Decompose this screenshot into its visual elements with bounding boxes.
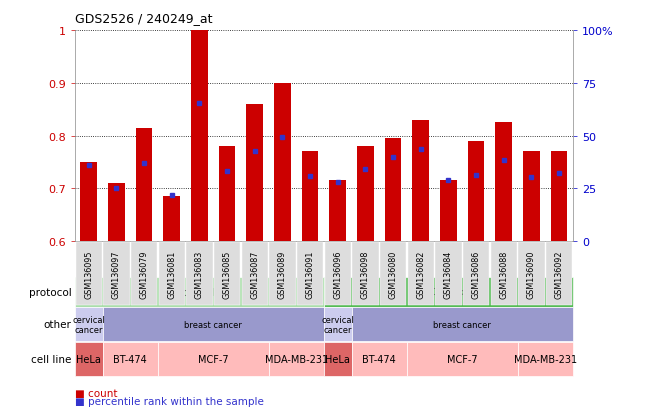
- Text: ■ percentile rank within the sample: ■ percentile rank within the sample: [75, 396, 264, 406]
- Text: cell line: cell line: [31, 354, 72, 364]
- Text: MDA-MB-231: MDA-MB-231: [265, 354, 327, 364]
- Bar: [551, 152, 567, 242]
- Bar: [219, 147, 235, 242]
- Bar: [274, 83, 290, 242]
- Text: GSM136090: GSM136090: [527, 250, 536, 298]
- Text: GSM136080: GSM136080: [389, 250, 398, 298]
- Text: GSM136089: GSM136089: [278, 250, 287, 298]
- Text: GSM136087: GSM136087: [250, 250, 259, 298]
- Text: MCF-7: MCF-7: [198, 354, 229, 364]
- Bar: [246, 105, 263, 242]
- Text: MCF-7: MCF-7: [447, 354, 478, 364]
- Text: GSM136082: GSM136082: [416, 250, 425, 298]
- Bar: [81, 163, 97, 242]
- Text: GSM136097: GSM136097: [112, 249, 121, 298]
- Text: other: other: [44, 320, 72, 330]
- Bar: [163, 197, 180, 242]
- Text: c-MYC knockdown: c-MYC knockdown: [411, 287, 486, 297]
- Text: GSM136092: GSM136092: [555, 249, 564, 298]
- Text: breast cancer: breast cancer: [434, 320, 491, 329]
- Text: ■ count: ■ count: [75, 388, 117, 398]
- Text: GSM136086: GSM136086: [471, 250, 480, 298]
- Text: GSM136095: GSM136095: [84, 249, 93, 298]
- Text: protocol: protocol: [29, 287, 72, 297]
- Bar: [523, 152, 540, 242]
- Text: BT-474: BT-474: [363, 354, 396, 364]
- Text: MDA-MB-231: MDA-MB-231: [514, 354, 577, 364]
- Text: BT-474: BT-474: [113, 354, 147, 364]
- Text: cervical
cancer: cervical cancer: [322, 315, 354, 334]
- Text: breast cancer: breast cancer: [184, 320, 242, 329]
- Bar: [357, 147, 374, 242]
- Bar: [191, 31, 208, 242]
- Bar: [329, 181, 346, 242]
- Text: control: control: [182, 287, 216, 297]
- Bar: [108, 184, 125, 242]
- Text: GSM136079: GSM136079: [139, 249, 148, 298]
- Text: cervical
cancer: cervical cancer: [72, 315, 105, 334]
- Bar: [385, 139, 401, 242]
- Text: GSM136088: GSM136088: [499, 250, 508, 298]
- Text: GSM136098: GSM136098: [361, 250, 370, 298]
- Bar: [467, 142, 484, 242]
- Text: HeLa: HeLa: [326, 354, 350, 364]
- Text: HeLa: HeLa: [76, 354, 101, 364]
- Text: GDS2526 / 240249_at: GDS2526 / 240249_at: [75, 12, 212, 25]
- Text: GSM136096: GSM136096: [333, 250, 342, 298]
- Bar: [413, 121, 429, 242]
- Text: GSM136084: GSM136084: [444, 250, 453, 298]
- Bar: [301, 152, 318, 242]
- Text: GSM136085: GSM136085: [223, 250, 232, 298]
- Text: GSM136091: GSM136091: [305, 250, 314, 298]
- Bar: [495, 123, 512, 242]
- Text: GSM136083: GSM136083: [195, 250, 204, 298]
- Text: GSM136081: GSM136081: [167, 250, 176, 298]
- Bar: [135, 128, 152, 242]
- Bar: [440, 181, 457, 242]
